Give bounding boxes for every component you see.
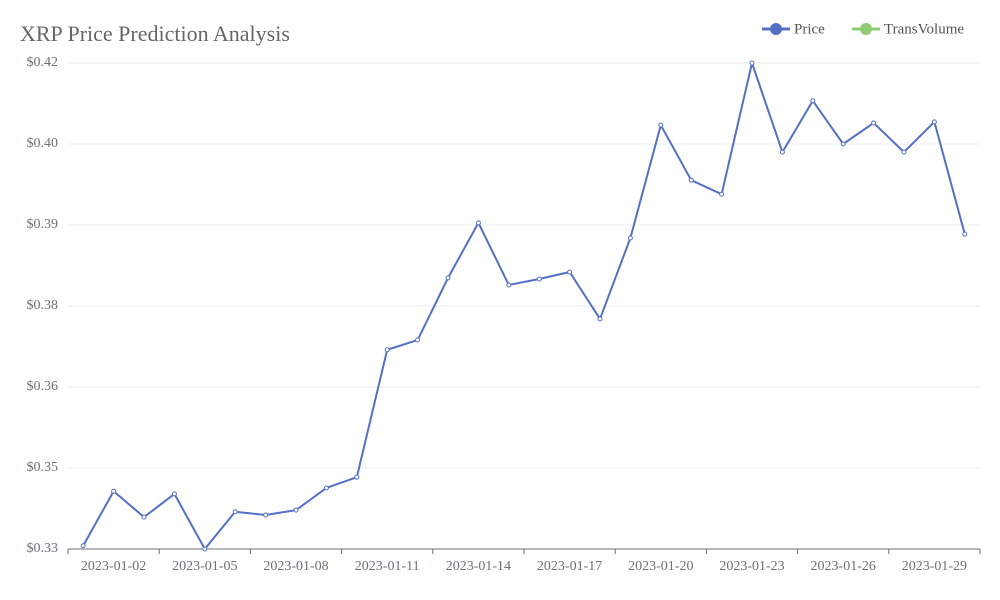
legend-label: TransVolume: [884, 21, 964, 37]
point: [810, 98, 816, 104]
y-tick-label: $0.40: [27, 136, 59, 151]
y-tick-label: $0.35: [27, 460, 59, 475]
point: [202, 546, 208, 552]
point: [931, 119, 937, 125]
point: [597, 316, 603, 322]
x-tick-label: 2023-01-11: [355, 559, 420, 574]
point: [232, 509, 238, 515]
point: [384, 347, 390, 353]
point: [445, 275, 451, 281]
point: [627, 235, 633, 241]
point: [263, 512, 269, 518]
point: [536, 276, 542, 282]
x-tick-label: 2023-01-02: [81, 559, 146, 574]
point: [749, 60, 755, 66]
x-tick-label: 2023-01-29: [902, 559, 967, 574]
point: [111, 488, 117, 494]
y-tick-label: $0.42: [27, 55, 59, 70]
point: [901, 149, 907, 155]
x-tick-label: 2023-01-23: [719, 559, 784, 574]
point: [962, 231, 968, 237]
point: [475, 220, 481, 226]
point: [567, 269, 573, 275]
line: [82, 62, 966, 550]
point: [293, 507, 299, 513]
x-tick-label: 2023-01-26: [811, 559, 876, 574]
point: [354, 474, 360, 480]
point: [779, 149, 785, 155]
legend-icon: [770, 23, 782, 35]
x-tick-label: 2023-01-08: [263, 559, 328, 574]
x-tick-label: 2023-01-17: [537, 559, 602, 574]
point: [658, 122, 664, 128]
x-tick-label: 2023-01-05: [172, 559, 237, 574]
legend-icon: [860, 23, 872, 35]
chart-title: XRP Price Prediction Analysis: [20, 21, 290, 46]
y-tick-label: $0.38: [27, 298, 59, 313]
y-tick-label: $0.39: [27, 217, 59, 232]
point: [688, 177, 694, 183]
x-tick-label: 2023-01-20: [628, 559, 693, 574]
point: [323, 485, 329, 491]
point: [80, 543, 86, 549]
point: [840, 141, 846, 147]
point: [871, 120, 877, 126]
point: [506, 282, 512, 288]
y-tick-label: $0.36: [27, 379, 59, 394]
legend-label: Price: [794, 21, 825, 37]
x-tick-label: 2023-01-14: [446, 559, 511, 574]
point: [415, 337, 421, 343]
y-tick-label: $0.33: [27, 541, 59, 556]
point: [171, 491, 177, 497]
point: [719, 191, 725, 197]
point: [141, 514, 147, 520]
